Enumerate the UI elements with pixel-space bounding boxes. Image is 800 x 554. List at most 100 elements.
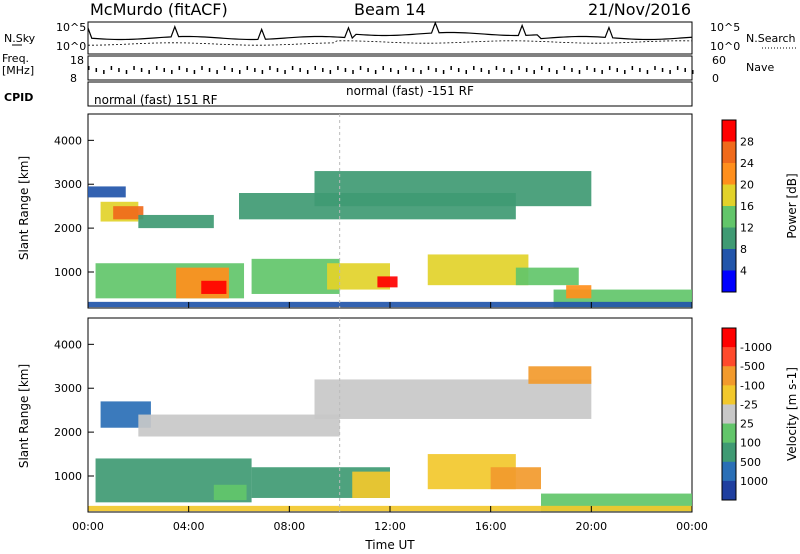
nave-label: Nave (746, 61, 774, 74)
freq-mark (291, 66, 294, 70)
cpid-label: CPID (4, 91, 33, 104)
freq-mark (435, 68, 437, 72)
freq-mark (480, 68, 483, 72)
freq-mark (352, 70, 354, 74)
freq-mark (329, 70, 332, 74)
heatmap-patch (138, 414, 340, 437)
freq-mark (193, 70, 196, 74)
colorbar-segment (722, 141, 736, 164)
colorbar-segment (722, 442, 736, 463)
freq-mark (359, 66, 362, 70)
colorbar-tick-label: 100 (740, 437, 761, 450)
colorbar-segment (722, 480, 736, 501)
freq-mark (541, 66, 543, 70)
nave-tick-low: 0 (712, 72, 719, 85)
colorbar-segment (722, 206, 736, 228)
heatmap-patch (490, 467, 541, 490)
freq-mark (155, 66, 158, 70)
colorbar-tick-label: 25 (740, 418, 754, 431)
freq-mark (684, 68, 686, 72)
freq-mark (269, 66, 271, 70)
x-tick-label: 16:00 (475, 520, 507, 533)
freq-mark (390, 68, 392, 72)
freq-mark (631, 66, 634, 70)
y-tick-label: 1000 (54, 266, 82, 279)
freq-mark (216, 70, 218, 74)
nsky-tick-high: 10^5 (56, 21, 86, 34)
freq-mark (548, 68, 551, 72)
nsky-label: N.Sky (4, 32, 36, 45)
heatmap-patch (88, 186, 126, 198)
freq-mark (374, 70, 377, 74)
freq-mark (412, 68, 415, 72)
y-tick-label: 2000 (54, 222, 82, 235)
freq-mark (442, 70, 445, 74)
colorbar-tick-label: -500 (740, 360, 765, 373)
heatmap-patch (314, 171, 592, 207)
station-title: McMurdo (fitACF) (90, 0, 228, 19)
freq-mark (223, 66, 226, 70)
colorbar-tick-label: -100 (740, 379, 765, 392)
freq-mark (88, 66, 90, 70)
heatmap-patch (113, 206, 144, 220)
freq-mark (473, 66, 475, 70)
y-tick-label: 3000 (54, 382, 82, 395)
colorbar-segment (722, 366, 736, 386)
colorbar-segment (722, 270, 736, 293)
colorbar-segment (722, 184, 736, 207)
freq-mark (95, 68, 98, 72)
freq-mark (525, 68, 528, 72)
colorbar-segment (722, 120, 736, 142)
y-tick-label: 1000 (54, 470, 82, 483)
heatmap-patch (138, 214, 214, 229)
freq-mark (163, 68, 165, 72)
colorbar-tick-label: 1000 (740, 475, 768, 488)
freq-mark (148, 70, 150, 74)
heatmap-patch (251, 258, 340, 294)
freq-mark (314, 66, 316, 70)
x-tick-label: 00:00 (72, 520, 104, 533)
y-tick-label: 4000 (54, 338, 82, 351)
heatmap-patch (427, 254, 529, 286)
nsearch-tick-low: 10^0 (710, 40, 740, 53)
heatmap-patch (566, 285, 592, 299)
freq-mark (382, 66, 384, 70)
power-chart: 1000 2000 3000 4000 4 8 12 16 20 24 28 Power [dB] (54, 113, 799, 309)
freq-mark (344, 68, 347, 72)
freq-mark (578, 70, 581, 74)
heatmap-patch (213, 484, 247, 501)
freq-mark (118, 68, 120, 72)
freq-mark (427, 66, 430, 70)
date-title: 21/Nov/2016 (588, 0, 691, 19)
colorbar-segment (722, 423, 736, 444)
freq-mark (276, 68, 279, 72)
heatmap-patch (201, 280, 227, 294)
colorbar-segment (722, 249, 736, 271)
cpid-segment-1: normal (fast) 151 RF (94, 93, 218, 107)
freq-mark (367, 68, 369, 72)
freq-mark (322, 68, 324, 72)
y-tick-label: 3000 (54, 178, 82, 191)
freq-mark (518, 66, 520, 70)
freq-mark (201, 66, 203, 70)
colorbar-tick-label: -25 (740, 398, 758, 411)
freq-tick-low: 8 (70, 72, 77, 85)
freq-mark (654, 66, 656, 70)
freq-mark (624, 70, 626, 74)
colorbar-tick-label: 4 (740, 265, 747, 278)
freq-mark (495, 66, 498, 70)
nave-tick-high: 60 (712, 54, 726, 67)
colorbar-frame (721, 119, 737, 293)
colorbar-tick-label: 12 (740, 222, 754, 235)
cpid-panel-frame (87, 81, 693, 107)
freq-mark (125, 70, 128, 74)
x-tick-label: 08:00 (273, 520, 305, 533)
colorbar-tick-label: 500 (740, 456, 761, 469)
heatmap-patch (377, 276, 398, 288)
colorbar-label: Velocity [m s-1] (785, 367, 799, 461)
colorbar-segment (722, 163, 736, 185)
freq-mark (488, 70, 490, 74)
colorbar-segment (722, 461, 736, 482)
freq-mark (616, 68, 618, 72)
